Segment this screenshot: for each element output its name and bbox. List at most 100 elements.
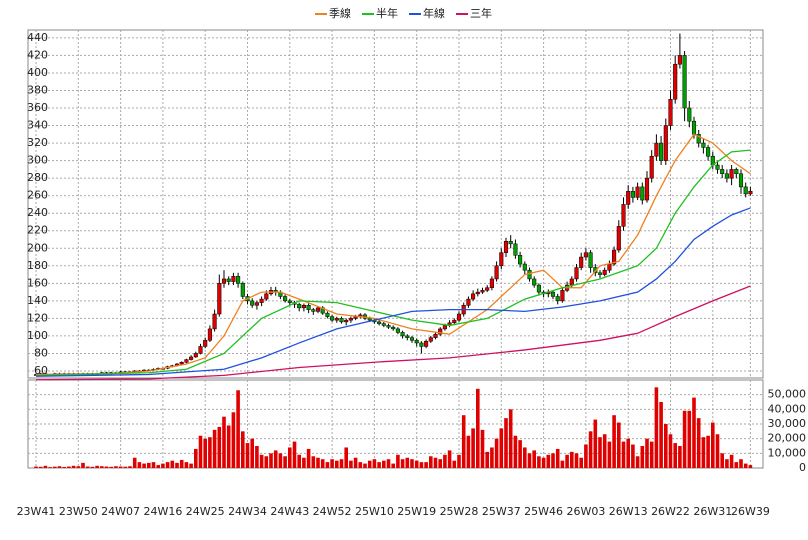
candle-body [217,283,222,315]
volume-bar [353,457,358,468]
volume-bar [621,441,626,468]
volume-bar [711,422,715,468]
volume-bar [194,448,198,468]
volume-bar [236,390,240,468]
y-tick-label: 320 [27,136,48,149]
volume-bar [527,453,532,468]
candle-body [480,290,485,293]
candle-body [701,142,706,148]
volume-bar [729,454,734,468]
volume-bar [118,466,123,468]
volume-bar [278,453,283,468]
y-tick-label: 200 [27,241,48,254]
price-frame [27,29,764,379]
candle-body [311,309,316,312]
volume-bar [311,456,316,468]
candle-body [724,173,729,179]
x-tick-label: 23W50 [59,505,98,518]
candle-body [640,186,645,201]
candle-body [226,278,231,282]
volume-bar [161,463,165,468]
volume-bar [438,459,442,468]
volume-bar [198,435,203,468]
volume-bar [391,463,395,468]
volume-bar [288,447,292,468]
candle-body [677,55,682,65]
volume-bar [405,457,410,468]
volume-bar [208,437,212,468]
candle-body [386,325,391,328]
candle-body [189,356,194,360]
volume-bar [231,412,236,468]
y-tick-label: 400 [27,66,48,79]
x-tick-label: 25W28 [440,505,479,518]
volume-bar [123,466,128,468]
volume-bar [386,459,391,468]
volume-bar [358,462,363,468]
volume-bar [551,453,555,468]
volume-bar [476,388,480,468]
volume-bar [678,446,682,468]
candle-body [475,291,480,295]
volume-bar [330,459,334,468]
volume-bar [574,453,579,468]
volume-bar [447,450,452,468]
volume-bar [132,457,137,468]
volume-bar [499,428,504,468]
candle-body [254,302,259,306]
y-tick-label: 280 [27,171,48,184]
volume-bar [269,453,273,468]
volume-bar [673,443,677,468]
candle-body [499,252,504,267]
volume-bar [555,448,560,468]
volume-bar [325,462,330,468]
volume-bar [222,416,226,468]
candle-body [635,186,640,198]
volume-bar [518,440,522,468]
volume-bar [584,444,588,468]
volume-bar [382,460,386,468]
candle-body [405,335,410,338]
candle-body [579,256,584,268]
volume-bar [363,463,367,468]
volume-bar [250,438,254,468]
x-tick-label: 23W41 [17,505,56,518]
candle-body [344,319,349,323]
candle-body [649,155,654,179]
volume-bar [466,435,471,468]
volume-bar [57,466,62,468]
y-tick-label: 20,000 [768,432,807,445]
volume-bar [414,460,419,468]
candle-body [621,204,626,227]
candle-body [659,142,664,161]
x-tick-label: 24W07 [101,505,140,518]
candle-body [503,241,509,253]
volume-bar [692,397,696,468]
candle-body [452,319,457,324]
volume-bar [725,459,729,468]
volume-bar [508,409,513,468]
volume-bar [570,451,574,468]
candle-body [433,333,438,338]
volume-bar [292,441,297,468]
y-tick-label: 420 [27,48,48,61]
candle-body [301,304,306,309]
volume-bar [273,450,278,468]
volume-bar [142,463,146,468]
candle-body [673,63,678,100]
candle-body [259,298,264,303]
candle-body [297,304,302,309]
volume-bar [114,466,118,468]
candle-body [508,241,513,245]
candle-body [334,318,339,321]
volume-bar [241,431,245,468]
volume-bar [631,444,635,468]
volume-bar [53,466,57,468]
volume-bar [259,454,264,468]
volume-bar [461,415,466,468]
candle-body [583,252,588,258]
candle-body [738,173,744,188]
candle-body [236,276,241,284]
volume-bar [175,462,179,468]
